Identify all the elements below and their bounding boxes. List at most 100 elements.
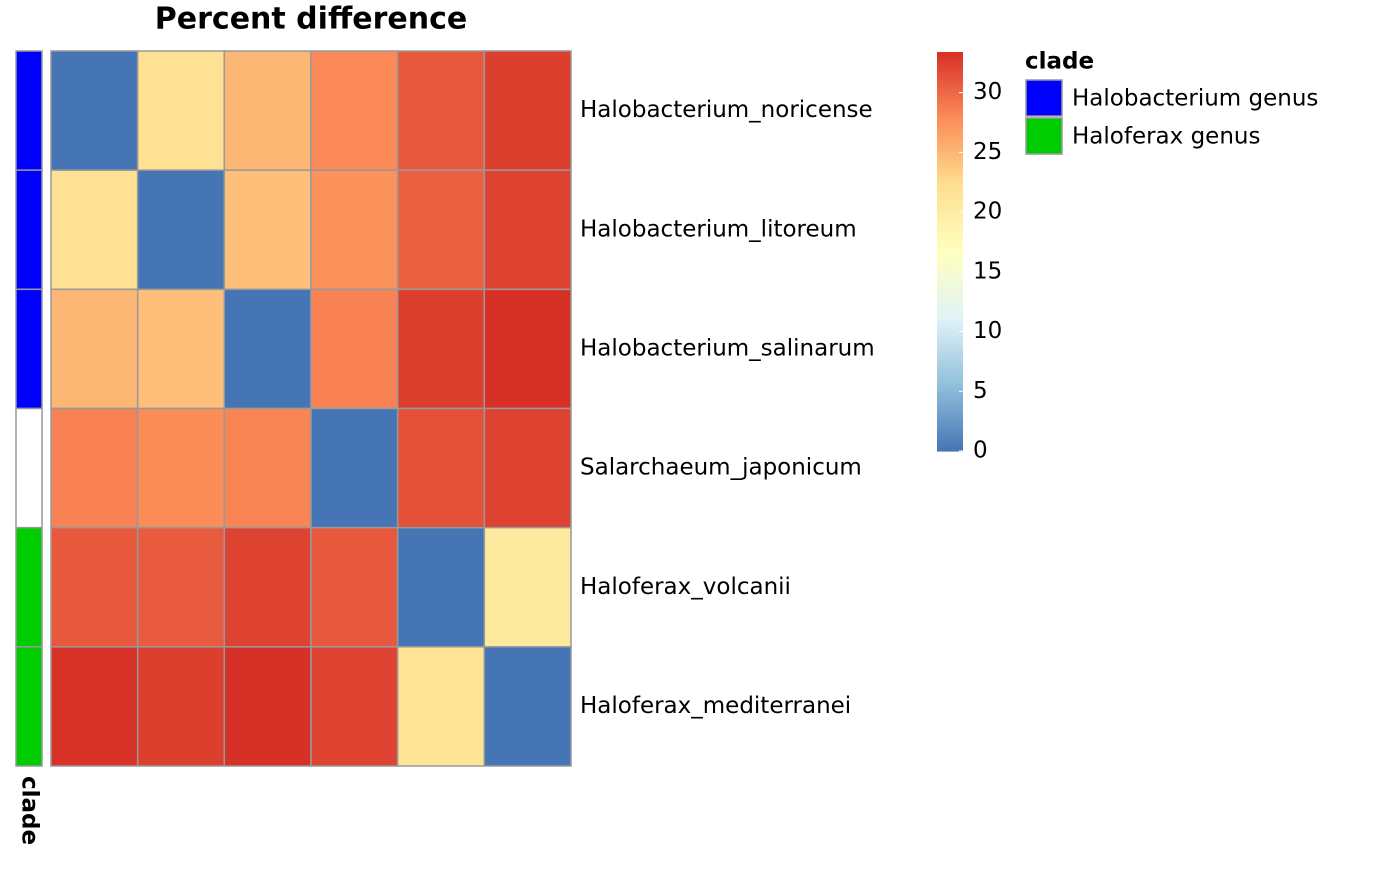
heatmap-cell	[310, 526, 399, 648]
colorbar-step	[937, 63, 963, 69]
colorbar-step	[937, 275, 963, 281]
colorbar-step	[937, 199, 963, 205]
legend-swatch	[1025, 117, 1063, 155]
colorbar-step	[937, 183, 963, 189]
annotation-cell	[15, 169, 43, 291]
colorbar-step	[937, 139, 963, 145]
heatmap-cell	[396, 407, 486, 529]
colorbar-step	[937, 179, 963, 185]
colorbar-step	[937, 263, 963, 269]
colorbar-step	[937, 207, 963, 213]
colorbar-step	[937, 191, 963, 197]
colorbar-step	[937, 347, 963, 352]
colorbar-step	[937, 115, 963, 121]
row-label: Halobacterium_noricense	[580, 97, 873, 123]
colorbar-step	[937, 375, 963, 380]
colorbar-step	[937, 335, 963, 340]
heatmap-cell	[136, 288, 226, 410]
colorbar-step	[937, 87, 963, 93]
colorbar-step	[937, 251, 963, 257]
colorbar-tick-label: 25	[973, 139, 1002, 165]
colorbar-step	[937, 143, 963, 149]
colorbar-step	[937, 363, 963, 368]
colorbar-step	[937, 95, 963, 101]
heatmap-cell	[396, 169, 486, 291]
colorbar-step	[937, 315, 963, 320]
heatmap-cell	[223, 288, 312, 410]
colorbar-step	[937, 55, 963, 61]
heatmap-cell	[310, 407, 399, 529]
annotation-cell	[15, 288, 43, 410]
colorbar-step	[937, 403, 963, 408]
heatmap-cell	[310, 288, 399, 410]
colorbar-step	[937, 323, 963, 328]
colorbar-step	[937, 283, 963, 289]
colorbar-step	[937, 447, 963, 452]
colorbar-step	[937, 419, 963, 424]
heatmap-cell	[483, 526, 572, 648]
colorbar-step	[937, 291, 963, 296]
colorbar-step	[937, 411, 963, 416]
colorbar-step	[937, 303, 963, 308]
colorbar-step	[937, 327, 963, 332]
colorbar-step	[937, 131, 963, 137]
colorbar-tick-label: 15	[973, 258, 1002, 284]
heatmap-cell	[483, 288, 572, 410]
colorbar-step	[937, 299, 963, 304]
legend-label: Halobacterium genus	[1072, 86, 1318, 112]
colorbar-step	[937, 123, 963, 129]
colorbar-step	[937, 227, 963, 233]
colorbar-step	[937, 119, 963, 125]
colorbar-step	[937, 415, 963, 420]
heatmap-cell	[136, 407, 226, 529]
colorbar-step	[937, 427, 963, 432]
colorbar-step	[937, 391, 963, 396]
annotation-label: clade	[17, 776, 43, 845]
colorbar-step	[937, 52, 963, 57]
heatmap-cell	[50, 407, 139, 529]
heatmap-cell	[310, 50, 399, 171]
colorbar-step	[937, 151, 963, 157]
heatmap-cell	[50, 646, 139, 767]
heatmap-cell	[223, 50, 312, 171]
colorbar-step	[937, 163, 963, 169]
annotation-cell	[15, 646, 43, 767]
heatmap-cell	[136, 50, 226, 171]
heatmap-cell	[136, 646, 226, 767]
colorbar-step	[937, 75, 963, 81]
heatmap-cell	[483, 407, 572, 529]
colorbar-step	[937, 83, 963, 89]
colorbar-step	[937, 287, 963, 292]
annotation-cell	[15, 407, 43, 529]
colorbar-step	[937, 107, 963, 113]
legend-label: Haloferax genus	[1072, 124, 1260, 150]
colorbar-step	[937, 387, 963, 392]
colorbar-step	[937, 219, 963, 225]
colorbar-step	[937, 79, 963, 85]
colorbar-step	[937, 167, 963, 173]
colorbar-step	[937, 319, 963, 324]
heatmap-cell	[136, 169, 226, 291]
row-label: Salarchaeum_japonicum	[580, 455, 862, 481]
colorbar-step	[937, 67, 963, 73]
colorbar-step	[937, 307, 963, 312]
colorbar-step	[937, 435, 963, 440]
colorbar-step	[937, 127, 963, 133]
colorbar-step	[937, 187, 963, 193]
heatmap-cell	[50, 50, 139, 171]
heatmap-cell	[483, 646, 572, 767]
colorbar-step	[937, 111, 963, 117]
colorbar-step	[937, 359, 963, 364]
colorbar-step	[937, 171, 963, 177]
row-label: Haloferax_volcanii	[580, 574, 791, 600]
heatmap-cell	[483, 169, 572, 291]
colorbar-step	[937, 223, 963, 229]
colorbar-step	[937, 155, 963, 161]
colorbar-step	[937, 271, 963, 277]
colorbar-step	[937, 239, 963, 245]
colorbar-step	[937, 59, 963, 65]
colorbar-step	[937, 331, 963, 336]
colorbar-step	[937, 203, 963, 209]
colorbar-step	[937, 367, 963, 372]
